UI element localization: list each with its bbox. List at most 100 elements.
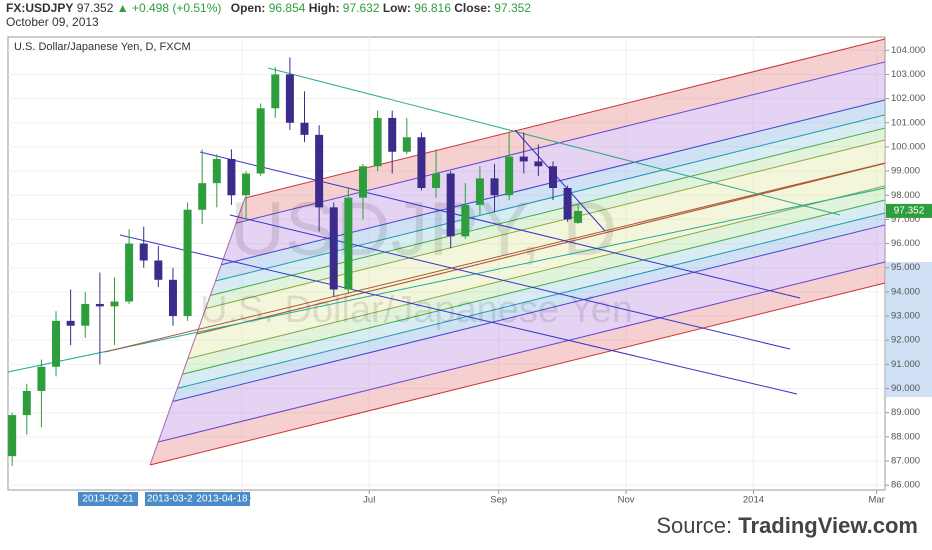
candle-body <box>534 161 543 167</box>
chart-title: U.S. Dollar/Japanese Yen, D, FXCM <box>14 41 191 53</box>
field-value: 96.816 <box>414 1 451 15</box>
grid <box>8 37 885 490</box>
candle-body <box>242 173 251 196</box>
y-tick-label: 96.000 <box>891 238 920 249</box>
source-label: Source: <box>656 513 732 538</box>
header-date: October 09, 2013 <box>6 15 99 29</box>
plot-frame <box>7 36 886 491</box>
candle-body <box>271 74 280 109</box>
candle-body <box>66 320 75 326</box>
watermark-subtitle: U.S. Dollar/Japanese Yen <box>200 289 633 331</box>
candle-body <box>168 279 177 317</box>
fan-line <box>244 38 886 199</box>
candle-body <box>125 243 134 302</box>
y-tick-label: 90.000 <box>891 383 920 394</box>
candle-body <box>490 178 499 196</box>
candle-body <box>285 74 294 123</box>
candle-body <box>548 166 557 188</box>
arrow: ▲ <box>117 1 129 15</box>
axis-highlight <box>886 262 932 397</box>
date-marker: 2013-02-21 <box>82 494 134 505</box>
candle-body <box>402 137 411 152</box>
candle-body <box>154 260 163 280</box>
price-tag <box>886 203 932 218</box>
y-tick-label: 102.000 <box>891 93 925 104</box>
last: 97.352 <box>77 1 114 15</box>
y-tick-label: 92.000 <box>891 335 920 346</box>
fan-line <box>187 185 886 360</box>
date-marker-box <box>194 492 250 506</box>
candle-body <box>52 320 61 367</box>
fan-base <box>149 197 246 466</box>
y-tick-label: 94.000 <box>891 286 920 297</box>
x-tick-label: Jul <box>363 495 375 506</box>
field-value: 97.632 <box>343 1 380 15</box>
candle-body <box>563 188 572 220</box>
y-tick-label: 88.000 <box>891 431 920 442</box>
candle-body <box>315 134 324 208</box>
fan-band <box>196 140 886 335</box>
candle-body <box>373 117 382 167</box>
fan-line <box>177 212 886 389</box>
candles <box>8 57 583 466</box>
fan-line <box>205 139 886 310</box>
candle-body <box>198 183 207 210</box>
x-tick-label: Nov <box>618 495 635 506</box>
header-line: FX:USDJPY 97.352 ▲ +0.498 (+0.51%) Open:… <box>6 1 531 15</box>
candle-body <box>212 159 221 184</box>
fan-band <box>177 200 885 389</box>
fan-line <box>196 162 886 335</box>
fan-band <box>236 39 885 224</box>
candle-body <box>519 156 528 162</box>
candle-body <box>432 173 441 188</box>
y-tick-label: 98.000 <box>891 190 920 201</box>
fan-line <box>158 261 886 443</box>
y-tick-label: 101.000 <box>891 117 925 128</box>
trend-line <box>7 187 886 373</box>
date-markers: 2013-02-21 2013-03-2 2013-04-18 <box>78 492 250 506</box>
y-tick-label: 87.000 <box>891 456 920 467</box>
fan-line <box>235 61 886 224</box>
field-label: Open: <box>231 1 266 15</box>
y-tick-label: 99.000 <box>891 166 920 177</box>
candle-body <box>110 301 119 307</box>
trend-line <box>229 214 791 350</box>
fan-band <box>158 224 886 443</box>
y-tick-label: 91.000 <box>891 359 920 370</box>
y-tick-label: 104.000 <box>891 45 925 56</box>
fan-line <box>149 282 886 466</box>
x-tick-label: Sep <box>490 495 507 506</box>
candle-body <box>183 209 192 317</box>
candle-body <box>574 210 583 223</box>
y-tick-label: 86.000 <box>891 480 920 491</box>
date-marker: 2013-03-2 <box>147 494 193 505</box>
fan-band <box>205 128 886 309</box>
y-tick-label: 95.000 <box>891 262 920 273</box>
change: +0.498 (+0.51%) <box>132 1 221 15</box>
trend-line <box>199 151 801 299</box>
trend-line <box>267 67 841 216</box>
candle-body <box>256 108 265 174</box>
candle-body <box>8 415 17 457</box>
date-marker-box <box>78 492 138 506</box>
candle-body <box>475 178 484 205</box>
field-value: 96.854 <box>269 1 306 15</box>
candle-body <box>446 173 455 237</box>
field-value: 97.352 <box>494 1 531 15</box>
price-tag-label: 97.352 <box>894 206 925 217</box>
fan-band <box>172 212 886 402</box>
candle-body <box>139 243 148 261</box>
trend-line <box>514 129 606 232</box>
y-tick-label: 89.000 <box>891 407 920 418</box>
candle-body <box>22 390 31 416</box>
fan-line <box>215 114 886 282</box>
candle-body <box>95 303 104 307</box>
date-marker-box <box>145 492 197 506</box>
candle-body <box>329 207 338 290</box>
field-label: High: <box>309 1 340 15</box>
fan-band <box>182 185 886 375</box>
symbol: FX:USDJPY <box>6 1 73 15</box>
median-line <box>104 162 886 353</box>
